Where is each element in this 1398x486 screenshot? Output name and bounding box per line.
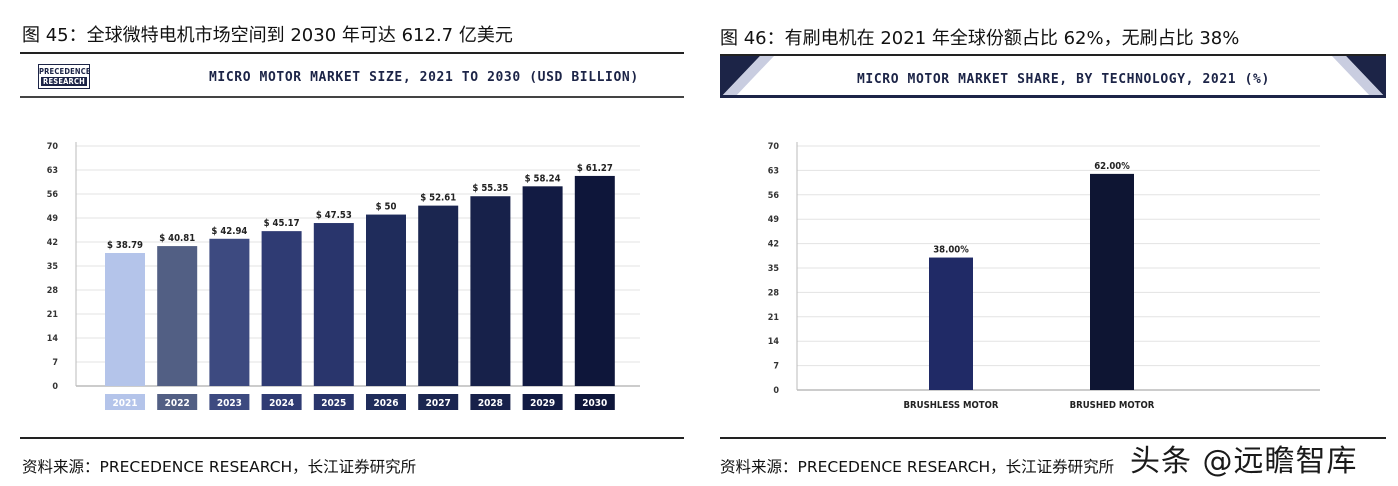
market-share-y-tick-label: 7 xyxy=(773,362,779,372)
market-size-data-label: $ 45.17 xyxy=(264,218,300,229)
market-size-x-tick-label: 2026 xyxy=(373,398,398,409)
left-figure-panel: 图 45：全球微特电机市场空间到 2030 年可达 612.7 亿美元 PREC… xyxy=(0,0,690,486)
market-size-y-tick-label: 21 xyxy=(47,310,59,320)
right-figure-title: 图 46：有刷电机在 2021 年全球份额占比 62%，无刷占比 38% xyxy=(720,28,1240,49)
market-size-data-label: $ 55.35 xyxy=(472,183,508,194)
market-size-x-label-box xyxy=(418,394,459,410)
right-source-divider xyxy=(720,437,1386,439)
market-size-y-tick-label: 7 xyxy=(52,358,58,368)
left-figure-title: 图 45：全球微特电机市场空间到 2030 年可达 612.7 亿美元 xyxy=(22,25,513,46)
market-size-data-label: $ 50 xyxy=(376,202,397,213)
market-share-y-tick-label: 0 xyxy=(773,386,779,396)
market-size-bar-chart: 0 7 14 21 28 35 42 49 56 63 70 $ 38.79 2021 $ 40.81 20… xyxy=(47,142,640,410)
market-size-x-label-box xyxy=(522,394,563,410)
market-size-x-label-box xyxy=(470,394,511,410)
market-size-y-tick-label: 14 xyxy=(47,334,59,344)
market-share-data-label: 62.00% xyxy=(1094,161,1130,172)
market-size-x-tick-label: 2027 xyxy=(426,398,451,409)
market-share-y-tick-label: 21 xyxy=(768,313,780,323)
market-size-x-tick-label: 2022 xyxy=(165,398,190,409)
market-size-data-label: $ 42.94 xyxy=(211,226,247,237)
market-share-y-tick-label: 35 xyxy=(768,264,780,274)
market-share-bar xyxy=(929,257,973,390)
market-size-x-label-box xyxy=(313,394,354,410)
market-size-x-tick-label: 2021 xyxy=(112,398,137,409)
market-size-data-label: $ 61.27 xyxy=(577,163,613,174)
market-size-x-label-box xyxy=(261,394,302,410)
market-size-y-tick-label: 42 xyxy=(47,238,58,248)
market-size-data-label: $ 52.61 xyxy=(420,193,456,204)
market-size-bar xyxy=(209,238,250,386)
market-size-bar xyxy=(574,175,615,386)
market-size-y-tick-label: 28 xyxy=(47,286,59,296)
left-title-divider xyxy=(20,52,684,54)
market-size-data-label: $ 58.24 xyxy=(525,173,561,184)
market-size-bar xyxy=(105,253,145,386)
market-share-y-tick-label: 49 xyxy=(768,215,780,225)
market-size-data-label: $ 40.81 xyxy=(159,233,195,244)
left-header-divider xyxy=(20,96,684,98)
right-chart-header: MICRO MOTOR MARKET SHARE, BY TECHNOLOGY,… xyxy=(857,72,1270,87)
market-size-x-tick-label: 2024 xyxy=(269,398,294,409)
logo-line-1: PRECEDENCE xyxy=(39,67,91,76)
market-size-data-label: $ 47.53 xyxy=(316,210,352,221)
watermark-text: 头条 @远瞻智库 xyxy=(1130,444,1358,479)
market-size-bar xyxy=(261,231,302,386)
market-size-y-tick-label: 35 xyxy=(47,262,59,272)
market-size-x-label-box xyxy=(574,394,615,410)
market-size-y-tick-label: 0 xyxy=(52,382,58,392)
market-size-bar xyxy=(157,246,198,386)
logo-line-2: RESEARCH xyxy=(41,77,87,86)
market-share-x-tick-label: BRUSHED MOTOR xyxy=(1070,400,1155,411)
market-size-y-tick-label: 63 xyxy=(47,166,58,176)
precedence-research-logo: PRECEDENCE RESEARCH xyxy=(38,64,91,89)
market-size-x-tick-label: 2023 xyxy=(217,398,242,409)
market-share-y-tick-label: 42 xyxy=(768,240,779,250)
market-size-x-label-box xyxy=(209,394,250,410)
right-title-divider xyxy=(720,54,1386,56)
market-size-bar xyxy=(470,196,511,386)
market-share-x-tick-label: BRUSHLESS MOTOR xyxy=(904,400,999,411)
market-share-y-tick-label: 28 xyxy=(768,288,780,298)
market-share-y-tick-label: 14 xyxy=(768,337,780,347)
market-size-x-tick-label: 2025 xyxy=(321,398,346,409)
market-share-data-label: 38.00% xyxy=(933,245,969,256)
market-size-y-tick-label: 56 xyxy=(47,190,59,200)
banner-decoration xyxy=(720,56,1386,98)
market-size-x-label-box xyxy=(366,394,406,410)
market-size-y-tick-label: 49 xyxy=(47,214,59,224)
market-share-bar-chart: 0 7 14 21 28 35 42 49 56 63 70 38.00% BRUSHLESS MOTO… xyxy=(768,142,1320,411)
market-size-x-label-box xyxy=(105,394,145,410)
market-size-bar xyxy=(313,223,354,386)
market-share-y-tick-label: 70 xyxy=(768,142,780,152)
market-size-y-tick-label: 70 xyxy=(47,142,59,152)
market-share-y-tick-label: 56 xyxy=(768,191,780,201)
market-size-x-tick-label: 2029 xyxy=(530,398,555,409)
market-size-data-label: $ 38.79 xyxy=(107,240,143,251)
market-size-x-tick-label: 2028 xyxy=(478,398,503,409)
market-size-bar xyxy=(418,205,459,386)
market-share-y-tick-label: 63 xyxy=(768,166,779,176)
market-share-bar xyxy=(1090,173,1134,390)
right-source-note: 资料来源：PRECEDENCE RESEARCH，长江证券研究所 xyxy=(720,458,1115,476)
left-source-divider xyxy=(20,437,684,439)
market-size-x-label-box xyxy=(157,394,198,410)
left-source-note: 资料来源：PRECEDENCE RESEARCH，长江证券研究所 xyxy=(22,458,417,476)
right-figure-panel: 图 46：有刷电机在 2021 年全球份额占比 62%，无刷占比 38% MIC… xyxy=(700,0,1398,486)
left-chart-header: MICRO MOTOR MARKET SIZE, 2021 TO 2030 (U… xyxy=(209,70,639,85)
market-size-bar xyxy=(522,186,563,386)
right-chart-banner xyxy=(720,56,1386,98)
market-size-x-tick-label: 2030 xyxy=(582,398,607,409)
market-size-bar xyxy=(366,214,406,386)
